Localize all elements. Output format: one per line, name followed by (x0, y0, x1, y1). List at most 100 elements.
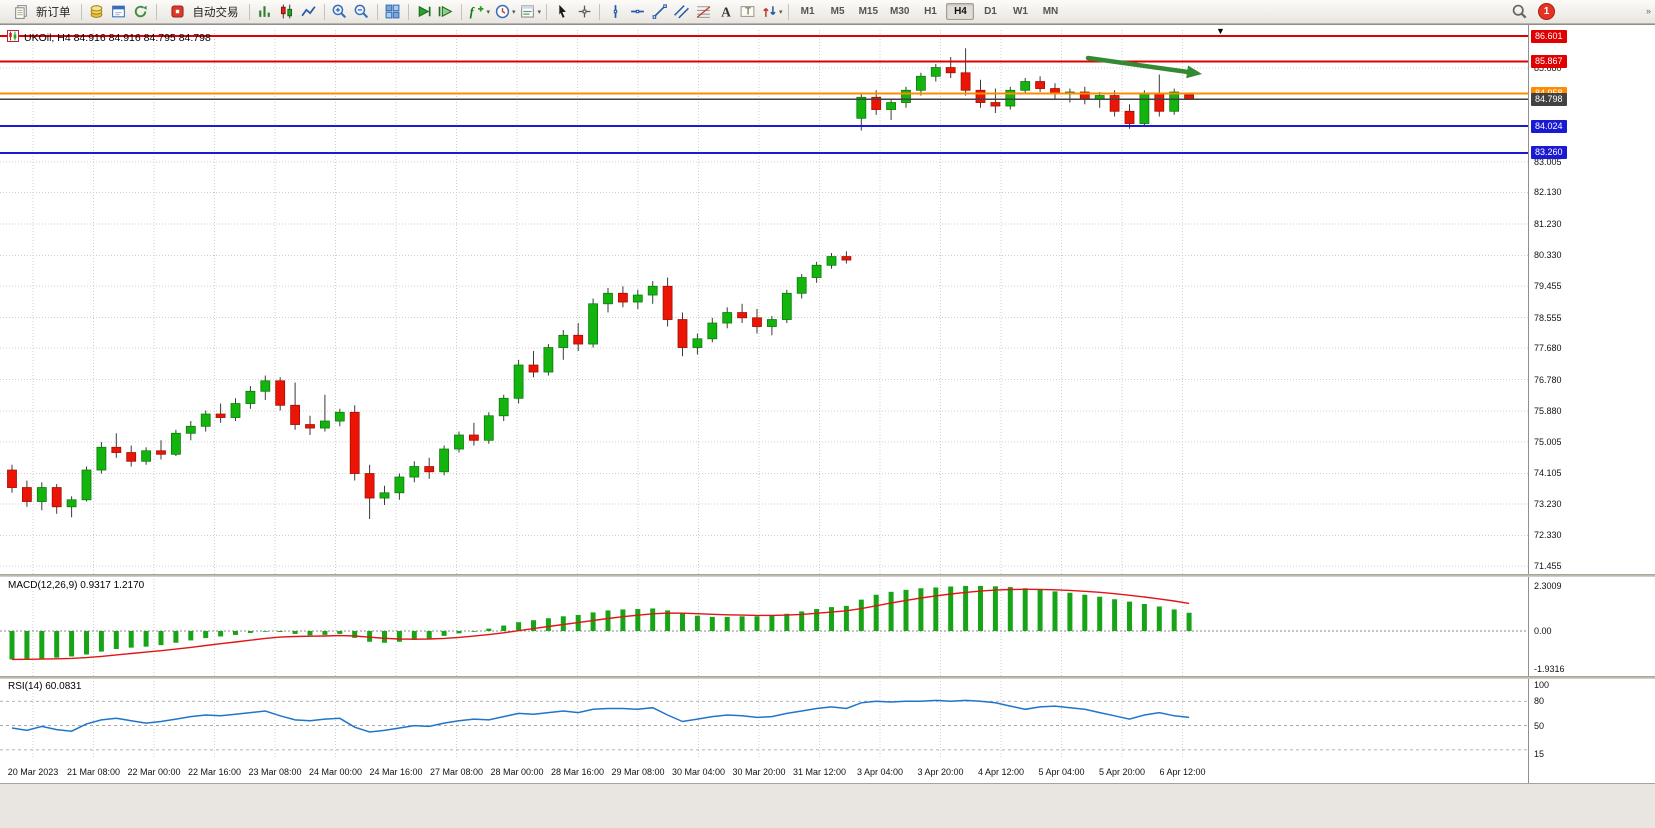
price-tick-label: 74.105 (1534, 468, 1562, 479)
price-tick-label: 75.880 (1534, 406, 1562, 417)
rsi-scale-label: 80 (1534, 696, 1545, 707)
time-axis-label: 4 Apr 12:00 (978, 767, 1024, 777)
macd-panel (0, 585, 1528, 661)
trendline-icon[interactable] (648, 1, 670, 23)
line-chart-icon[interactable] (298, 1, 320, 23)
timeframe-m30-button[interactable]: M30 (890, 6, 910, 17)
indicators-icon[interactable]: f (466, 1, 488, 23)
time-axis-label: 30 Mar 04:00 (672, 767, 725, 777)
new-order-button[interactable]: 新订单 (4, 1, 77, 23)
time-axis-label: 23 Mar 08:00 (248, 767, 301, 777)
rsi-line (11, 699, 1190, 733)
candlestick-chart-icon[interactable] (276, 1, 298, 23)
zoom-in-icon[interactable] (329, 1, 351, 23)
timeframe-d1-button[interactable]: D1 (984, 6, 997, 17)
price-tick-label: 73.230 (1534, 498, 1562, 509)
equidistant-channel-icon[interactable] (670, 1, 692, 23)
time-axis-label: 22 Mar 16:00 (188, 767, 241, 777)
chart-canvas[interactable]: 20 Mar 2023 21 Mar 08:00 22 Mar 00:00 22 Ma… (0, 28, 1528, 783)
chart-shift-icon[interactable] (435, 1, 457, 23)
text-icon[interactable]: A (714, 1, 736, 23)
tile-windows-icon[interactable] (382, 1, 404, 23)
price-tick-label: 76.780 (1534, 374, 1562, 385)
horizontal-line-icon[interactable] (626, 1, 648, 23)
toolbar-overflow-chevron[interactable]: » (1645, 6, 1651, 16)
macd-indicator-label: MACD(12,26,9) 0.9317 1.2170 (8, 580, 145, 591)
macd-scale-label: -1.9316 (1534, 663, 1565, 674)
time-axis-label: 20 Mar 2023 (8, 767, 59, 777)
chart-shift-marker[interactable]: ▼ (1216, 26, 1225, 36)
price-tick-label: 79.455 (1534, 281, 1562, 292)
timeframe-w1-button[interactable]: W1 (1012, 6, 1028, 17)
periods-icon[interactable] (491, 1, 513, 23)
bar-chart-icon[interactable] (254, 1, 276, 23)
time-axis-label: 21 Mar 08:00 (67, 767, 120, 777)
price-level-badge: 86.601 (1531, 29, 1567, 43)
price-tick-label: 71.455 (1534, 561, 1562, 572)
dropdown-caret-icon[interactable]: ▾ (512, 8, 516, 16)
time-axis-label: 6 Apr 12:00 (1159, 767, 1205, 777)
time-axis-label: 28 Mar 16:00 (551, 767, 604, 777)
current-price-badge: 84.798 (1531, 92, 1567, 106)
crosshair-icon[interactable] (573, 1, 595, 23)
new-order-label: 新订单 (36, 6, 71, 19)
price-level-badge: 84.024 (1531, 119, 1567, 133)
market-watch-icon[interactable] (86, 1, 108, 23)
cursor-icon[interactable] (551, 1, 573, 23)
toolbar-separator (155, 3, 157, 20)
data-window-icon[interactable] (108, 1, 130, 23)
price-tick-label: 78.555 (1534, 312, 1562, 323)
toolbar-separator (599, 3, 601, 20)
macd-scale-label: 0.00 (1534, 626, 1552, 636)
arrows-icon[interactable] (758, 1, 780, 23)
time-axis-label: 22 Mar 00:00 (127, 767, 180, 777)
notification-badge[interactable]: 1 (1538, 3, 1555, 20)
time-axis-label: 30 Mar 20:00 (732, 767, 785, 777)
search-icon[interactable] (1508, 1, 1530, 23)
price-tick-label: 85.680 (1534, 63, 1562, 74)
svg-text:T: T (745, 7, 751, 18)
rsi-scale-label: 50 (1534, 720, 1545, 731)
price-level-badge: 83.260 (1531, 146, 1567, 160)
rsi-scale-label: 15 (1534, 748, 1545, 759)
rsi-scale-label: 100 (1534, 680, 1550, 690)
panel-splitter-macd[interactable] (0, 574, 1655, 577)
bottom-strip (0, 783, 1655, 828)
price-tick-label: 77.680 (1534, 343, 1562, 354)
dropdown-caret-icon[interactable]: ▾ (779, 8, 783, 16)
dropdown-caret-icon[interactable]: ▾ (537, 8, 542, 16)
fibonacci-icon[interactable] (692, 1, 714, 23)
time-axis-label: 24 Mar 16:00 (369, 767, 422, 777)
timeframe-m1-button[interactable]: M1 (800, 6, 815, 17)
vertical-line-icon[interactable] (604, 1, 626, 23)
trend-arrow-annotation[interactable] (1085, 55, 1202, 79)
time-axis-label: 5 Apr 20:00 (1099, 767, 1145, 777)
dropdown-caret-icon[interactable]: ▾ (486, 8, 491, 16)
svg-text:f: f (470, 5, 476, 19)
macd-scale-label: 2.3009 (1534, 580, 1562, 591)
toolbar-separator (323, 3, 325, 20)
macd-signal-line (11, 588, 1190, 661)
zoom-out-icon[interactable] (351, 1, 373, 23)
grid: 20 Mar 2023 21 Mar 08:00 22 Mar 00:00 22 Ma… (0, 30, 1528, 777)
navigator-icon[interactable] (130, 1, 152, 23)
timeframe-m15-button[interactable]: M15 (858, 6, 879, 17)
toolbar-separator (546, 3, 548, 20)
price-tick-label: 80.330 (1534, 250, 1562, 261)
timeframe-mn-button[interactable]: MN (1042, 6, 1059, 17)
text-label-icon[interactable]: T (736, 1, 758, 23)
autotrading-button[interactable]: 自动交易 (161, 1, 245, 23)
chart-window[interactable]: 20 Mar 2023 21 Mar 08:00 22 Mar 00:00 22 Ma… (0, 24, 1655, 828)
time-axis-label: 3 Apr 20:00 (917, 767, 963, 777)
timeframe-m5-button[interactable]: M5 (830, 6, 845, 17)
time-axis-label: 24 Mar 00:00 (309, 767, 362, 777)
timeframe-h4-button[interactable]: H4 (946, 3, 975, 20)
timeframe-h1-button[interactable]: H1 (924, 6, 937, 17)
templates-icon[interactable] (517, 1, 539, 23)
auto-scroll-icon[interactable] (413, 1, 435, 23)
price-tick-label: 82.130 (1534, 187, 1562, 198)
toolbar-separator (376, 3, 378, 20)
panel-splitter-rsi[interactable] (0, 676, 1655, 679)
time-axis-label: 29 Mar 08:00 (611, 767, 664, 777)
chart-title-bar: UKOil, H4 84.916 84.916 84.795 84.798 (7, 30, 211, 45)
